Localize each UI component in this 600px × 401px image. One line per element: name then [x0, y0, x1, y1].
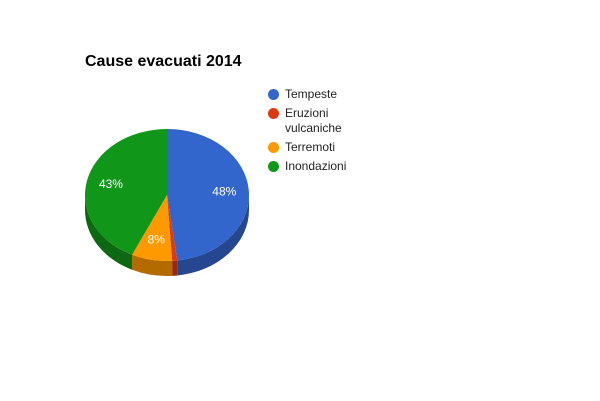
- data-label: 48%: [212, 184, 236, 198]
- legend-item: Terremoti: [268, 140, 365, 155]
- slice-side: [85, 195, 133, 270]
- data-label: 8%: [148, 233, 166, 247]
- legend-marker: [268, 108, 279, 119]
- legend-marker: [268, 89, 279, 100]
- legend-label: Terremoti: [285, 140, 336, 154]
- legend-item: Eruzioni vulcaniche: [268, 106, 365, 136]
- slice: [84, 129, 167, 255]
- legend-label: Inondazioni: [285, 159, 347, 173]
- slice: [132, 195, 173, 261]
- slice-side: [177, 195, 249, 276]
- legend-item: Inondazioni: [268, 159, 365, 174]
- legend-label: Eruzioni vulcaniche: [285, 106, 342, 135]
- legend-item: Tempeste: [268, 87, 365, 102]
- legend-label: Tempeste: [285, 87, 338, 101]
- chart-title: Cause evacuati 2014: [85, 53, 242, 70]
- slice: [167, 195, 178, 261]
- slice-side: [132, 254, 173, 276]
- legend-marker: [268, 161, 279, 172]
- slice: [167, 129, 250, 261]
- slice-side: [172, 260, 178, 276]
- data-label: 43%: [99, 177, 123, 191]
- legend: Tempeste Eruzioni vulcaniche Terremoti Inon…: [268, 87, 365, 178]
- legend-marker: [268, 142, 279, 153]
